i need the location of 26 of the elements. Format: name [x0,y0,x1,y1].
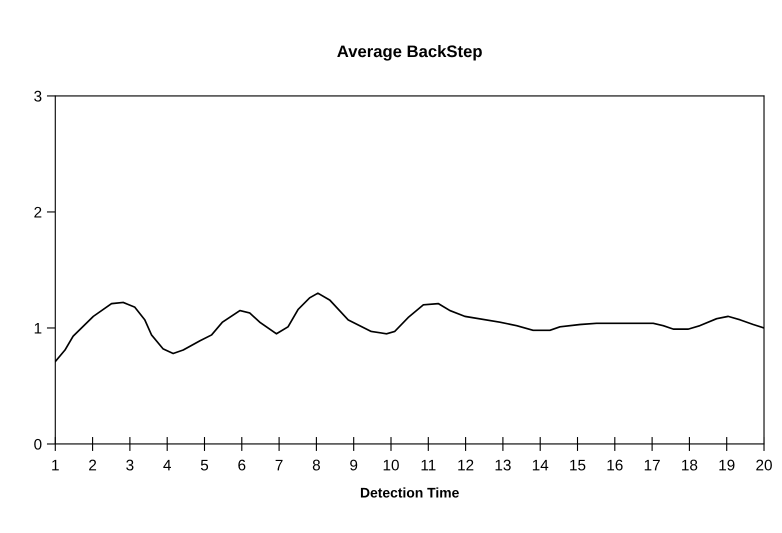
x-tick-label: 1 [52,460,59,470]
x-tick-label: 7 [276,460,283,470]
x-tick-label: 18 [682,460,698,470]
x-tick-label: 13 [496,460,511,470]
x-tick-label: 2 [89,460,96,470]
x-tick-label: 6 [238,460,246,470]
x-tick-label: 14 [532,460,548,470]
x-tick-label: 15 [570,460,586,470]
x-tick-label: 20 [756,460,772,470]
y-tick-label: 1 [34,323,42,334]
x-tick-label: 12 [458,460,474,470]
x-tick-label: 3 [126,460,134,470]
chart-title: Average BackStep [337,44,482,61]
x-tick-label: 11 [422,460,436,470]
x-tick-label: 9 [350,460,358,470]
x-tick-label: 17 [644,460,660,470]
y-tick-label: 3 [34,90,42,102]
x-axis-title: Detection Time [360,487,459,498]
y-tick-label: 2 [34,206,42,218]
x-tick-label: 8 [312,460,320,470]
x-tick-label: 16 [607,460,623,470]
x-tick-label: 4 [163,460,171,470]
x-tick-label: 19 [719,460,734,470]
y-tick-label: 0 [34,438,42,450]
x-tick-label: 5 [200,460,208,470]
x-tick-label: 10 [384,460,399,470]
